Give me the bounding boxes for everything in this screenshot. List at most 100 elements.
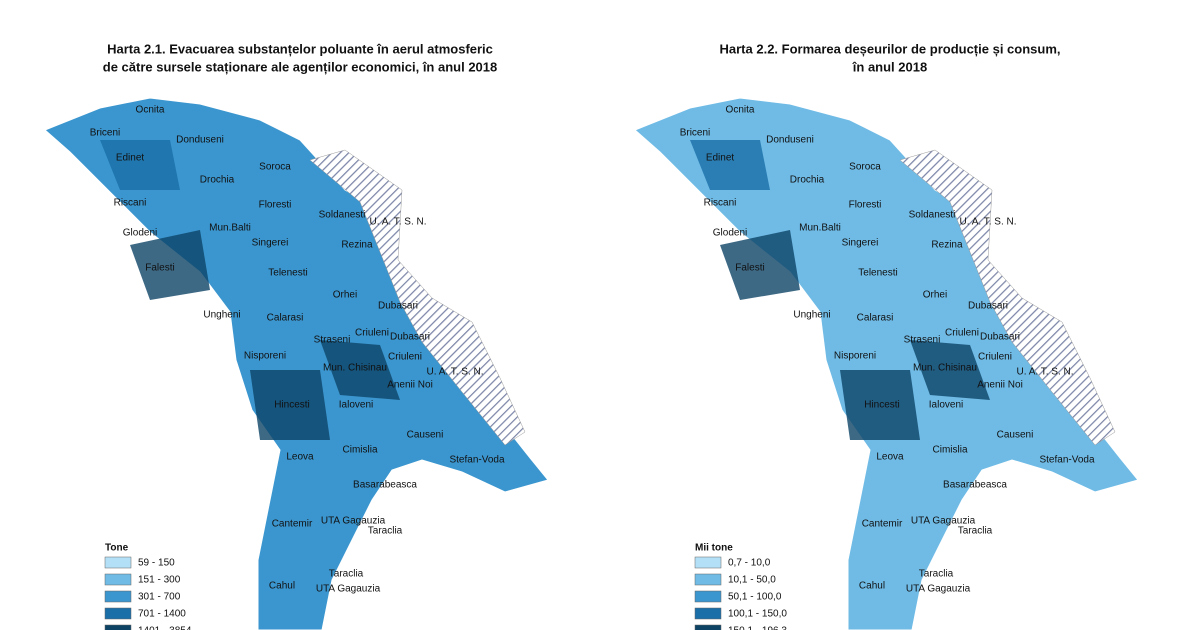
legend-label: 150,1 - 196,3 xyxy=(728,626,787,630)
district-label: U. A. T. S. N. xyxy=(426,367,483,378)
district-label: Nisporeni xyxy=(834,351,876,362)
district-shade xyxy=(320,340,400,400)
district-label: Singerei xyxy=(842,238,879,249)
district-label: Criuleni xyxy=(355,328,389,339)
district-label: U. A. T. S. N. xyxy=(959,217,1016,228)
district-label: Mun. Chisinau xyxy=(323,363,387,374)
district-label: Dubasari xyxy=(390,332,430,343)
district-label: Stefan-Voda xyxy=(1039,455,1094,466)
district-shade xyxy=(130,230,210,300)
district-label: U. A. T. S. N. xyxy=(369,217,426,228)
district-label: Orhei xyxy=(333,290,357,301)
district-shade xyxy=(250,370,330,440)
district-label: Orhei xyxy=(923,290,947,301)
transnistria xyxy=(899,149,1116,446)
district-label: Ungheni xyxy=(203,310,240,321)
district-label: Causeni xyxy=(407,430,444,441)
district-label: Taraclia xyxy=(329,569,364,580)
district-label: Hincesti xyxy=(864,400,900,411)
district-label: Cimislia xyxy=(933,445,968,456)
district-label: Calarasi xyxy=(267,313,304,324)
district-label: Leova xyxy=(876,452,904,463)
district-shade xyxy=(100,140,180,190)
district-label: UTA Gagauzia xyxy=(911,516,976,527)
district-label: Ocnita xyxy=(726,105,755,116)
legend-swatch xyxy=(694,573,722,586)
district-label: UTA Gagauzia xyxy=(906,584,971,595)
district-label: Taraclia xyxy=(919,569,954,580)
legend-label: 701 - 1400 xyxy=(138,609,186,620)
district-label: Ocnita xyxy=(136,105,165,116)
legend-swatch xyxy=(104,607,132,620)
district-label: Straseni xyxy=(314,335,351,346)
district-label: Edinet xyxy=(116,153,145,164)
district-label: Glodeni xyxy=(713,228,747,239)
legend-title: Tone xyxy=(105,543,129,554)
map-title: Harta 2.2. Formarea deșeurilor de produc… xyxy=(720,41,1061,56)
district-label: Briceni xyxy=(680,128,711,139)
district-label: Donduseni xyxy=(766,135,814,146)
district-label: Dubasari xyxy=(968,301,1008,312)
district-label: Drochia xyxy=(790,175,825,186)
district-label: Nisporeni xyxy=(244,351,286,362)
district-label: Rezina xyxy=(341,240,373,251)
district-label: Singerei xyxy=(252,238,289,249)
district-label: Straseni xyxy=(904,335,941,346)
legend-label: 100,1 - 150,0 xyxy=(728,609,787,620)
district-label: Glodeni xyxy=(123,228,157,239)
district-label: Cantemir xyxy=(862,519,903,530)
district-label: Basarabeasca xyxy=(353,480,417,491)
district-label: Soldanesti xyxy=(909,210,956,221)
legend-label: 151 - 300 xyxy=(138,575,181,586)
district-label: Soldanesti xyxy=(319,210,366,221)
district-label: Riscani xyxy=(114,198,147,209)
district-label: Ialoveni xyxy=(929,400,963,411)
district-label: Cahul xyxy=(859,581,885,592)
district-label: Hincesti xyxy=(274,400,310,411)
district-label: Soroca xyxy=(259,162,291,173)
district-label: Dubasari xyxy=(378,301,418,312)
district-label: Briceni xyxy=(90,128,121,139)
district-label: Edinet xyxy=(706,153,735,164)
district-shade xyxy=(720,230,800,300)
district-label: Cantemir xyxy=(272,519,313,530)
district-label: Riscani xyxy=(704,198,737,209)
district-label: Floresti xyxy=(259,200,292,211)
district-label: Mun.Balti xyxy=(799,223,841,234)
district-label: Telenesti xyxy=(858,268,897,279)
district-label: Ungheni xyxy=(793,310,830,321)
legend-swatch xyxy=(694,556,722,569)
district-label: Soroca xyxy=(849,162,881,173)
legend-swatch xyxy=(694,590,722,603)
district-label: Basarabeasca xyxy=(943,480,1007,491)
map-right: Harta 2.2. Formarea deșeurilor de produc… xyxy=(634,41,1139,630)
district-label: Taraclia xyxy=(958,526,993,537)
district-label: Falesti xyxy=(145,263,174,274)
legend-swatch xyxy=(694,624,722,630)
district-label: Criuleni xyxy=(978,352,1012,363)
legend-label: 59 - 150 xyxy=(138,558,175,569)
district-label: Causeni xyxy=(997,430,1034,441)
legend-swatch xyxy=(104,573,132,586)
district-label: Dubasari xyxy=(980,332,1020,343)
district-shade xyxy=(690,140,770,190)
map-title: Harta 2.1. Evacuarea substanțelor poluan… xyxy=(107,41,493,56)
district-label: Calarasi xyxy=(857,313,894,324)
legend-title: Mii tone xyxy=(695,543,733,554)
district-shade xyxy=(910,340,990,400)
legend-label: 1401 - 3854 xyxy=(138,626,192,630)
legend-label: 50,1 - 100,0 xyxy=(728,592,782,603)
legend-label: 0,7 - 10,0 xyxy=(728,558,771,569)
legend-swatch xyxy=(694,607,722,620)
district-label: Stefan-Voda xyxy=(449,455,504,466)
district-label: Ialoveni xyxy=(339,400,373,411)
district-label: UTA Gagauzia xyxy=(316,584,381,595)
district-label: Criuleni xyxy=(388,352,422,363)
legend-label: 301 - 700 xyxy=(138,592,181,603)
district-label: Criuleni xyxy=(945,328,979,339)
map-title: de către sursele staționare ale agențilo… xyxy=(103,59,498,74)
district-label: Leova xyxy=(286,452,314,463)
district-label: Floresti xyxy=(849,200,882,211)
legend-label: 10,1 - 50,0 xyxy=(728,575,776,586)
